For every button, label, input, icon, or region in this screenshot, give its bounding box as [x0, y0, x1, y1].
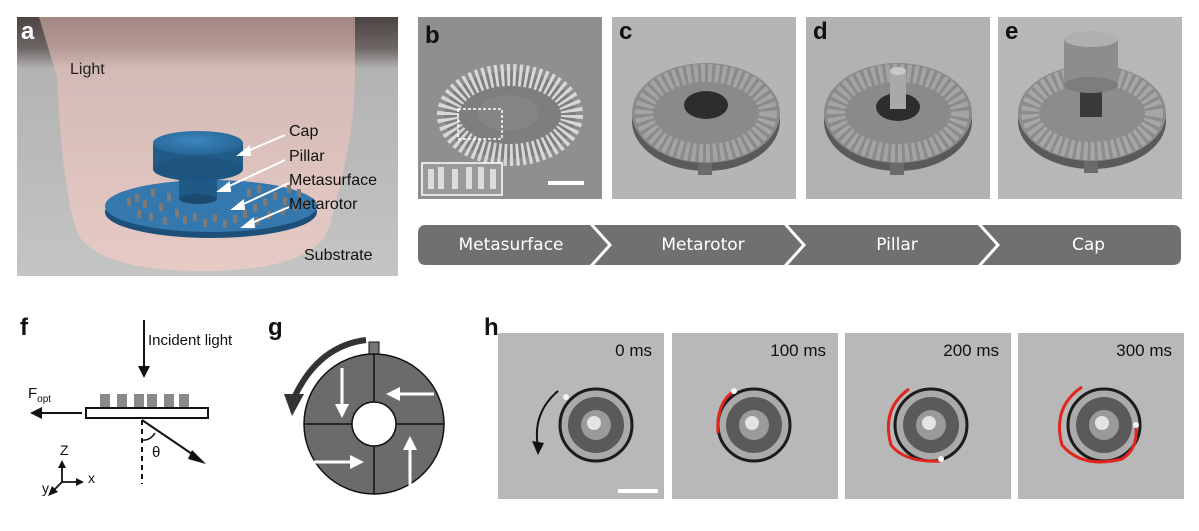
substrate-label: Substrate [304, 247, 373, 264]
axis-x-label: x [88, 470, 95, 486]
frame-200ms: 200 ms [845, 333, 1011, 499]
light-label: Light [70, 61, 105, 78]
frame-300ms-image [1018, 333, 1184, 499]
panel-d: d [806, 17, 990, 199]
frame-200ms-image [845, 333, 1011, 499]
cap-label: Cap [289, 123, 319, 140]
axis-z-label: Z [60, 442, 69, 458]
frame-100ms: 100 ms [672, 333, 838, 499]
panel-g: g [268, 316, 468, 506]
panel-c: c [612, 17, 796, 199]
panel-letter-g: g [268, 314, 283, 341]
pillar-label: Pillar [289, 148, 325, 165]
panel-a: a Light Cap Pillar Metasurface Metarotor… [17, 17, 398, 276]
panel-c-sem-image [612, 17, 796, 199]
timestamp-0ms: 0 ms [615, 341, 652, 360]
step-pillar: Pillar [876, 235, 918, 255]
timestamp-100ms: 100 ms [770, 341, 826, 360]
panel-f: f Incident light Fopt θ Z x y [20, 316, 260, 506]
panel-e: e [998, 17, 1182, 199]
panel-letter-c: c [619, 18, 633, 45]
panel-letter-d: d [813, 18, 828, 45]
panel-f-diagram [30, 320, 209, 496]
panel-d-sem-image [806, 17, 990, 199]
frame-100ms-image [672, 333, 838, 499]
frame-0ms-image [498, 333, 664, 499]
process-flow: Metasurface Metarotor Pillar Cap [418, 225, 1181, 265]
timestamp-300ms: 300 ms [1116, 341, 1172, 360]
fopt-sub: opt [37, 394, 52, 405]
panel-letter-h: h [484, 314, 499, 341]
panel-b: b [418, 17, 602, 199]
metarotor-label: Metarotor [289, 196, 358, 213]
fopt-main: F [28, 385, 38, 402]
step-metasurface: Metasurface [458, 235, 564, 255]
panel-g-diagram [284, 337, 445, 495]
panel-letter-f: f [20, 314, 28, 341]
panel-e-sem-image [998, 17, 1182, 199]
panel-b-sem-image [418, 17, 602, 199]
fopt-label: Fopt [28, 385, 51, 405]
panel-letter-b: b [425, 22, 440, 49]
step-cap: Cap [1071, 235, 1106, 255]
incident-light-label: Incident light [148, 332, 233, 349]
frame-0ms: 0 ms [498, 333, 664, 499]
axis-y-label: y [42, 480, 49, 496]
theta-label: θ [152, 444, 161, 461]
panel-letter-a: a [21, 18, 35, 45]
panel-letter-e: e [1005, 18, 1019, 45]
panel-a-render [17, 17, 398, 276]
timestamp-200ms: 200 ms [943, 341, 999, 360]
metasurface-label: Metasurface [289, 172, 378, 189]
process-chevrons [418, 225, 1181, 265]
frame-300ms: 300 ms [1018, 333, 1184, 499]
step-metarotor: Metarotor [661, 235, 745, 255]
